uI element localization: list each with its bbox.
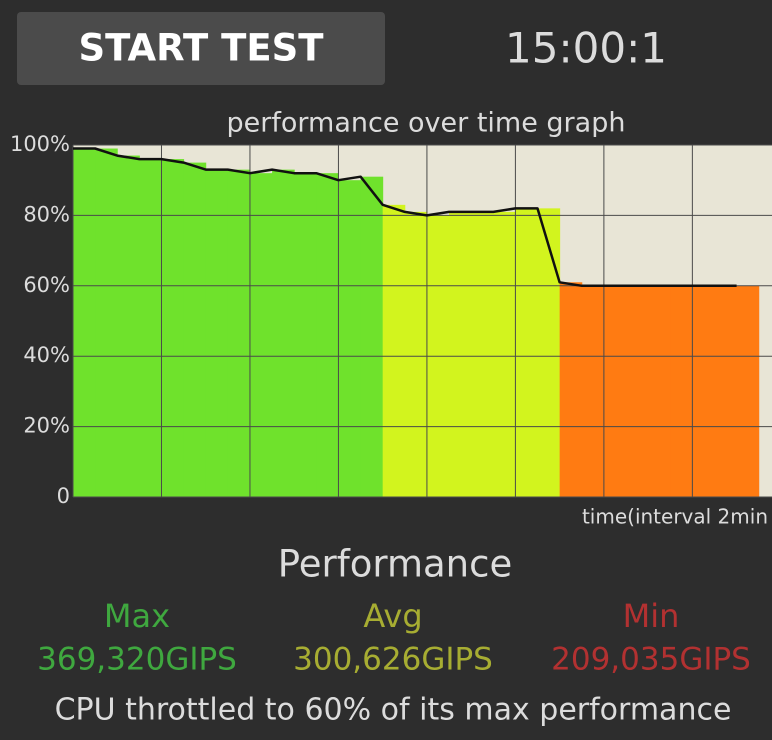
area-bar — [294, 173, 317, 497]
stat-label: Max — [104, 597, 170, 635]
area-bar — [95, 148, 118, 497]
area-bar — [648, 285, 671, 497]
area-bar — [117, 155, 140, 497]
area-bar — [471, 211, 494, 497]
button-label[interactable]: START TEST — [79, 27, 325, 70]
timer: 15:00:1 — [505, 24, 667, 73]
area-bar — [338, 180, 362, 497]
stat-value: 300,626GIPS — [293, 642, 493, 678]
area-bar — [316, 173, 339, 497]
start-button[interactable] — [17, 12, 385, 85]
area-bar — [272, 169, 295, 497]
message: CPU throttled to 60% of its max performa… — [55, 693, 732, 728]
line — [73, 147, 737, 288]
summary-title: Performance — [278, 543, 512, 586]
stat-value: 369,320GIPS — [37, 642, 237, 678]
stat-value: 209,035GIPS — [551, 642, 751, 678]
area-bar — [382, 204, 406, 497]
area-bar — [205, 169, 229, 497]
y-tick-label: 40% — [23, 343, 70, 367]
area-bar — [139, 159, 162, 497]
y-tick-label: 20% — [23, 414, 70, 438]
area-bar — [626, 285, 649, 497]
area-bar — [183, 162, 207, 497]
stat-label: Min — [623, 597, 680, 635]
y-tick-label: 100% — [10, 132, 70, 156]
area-bar — [670, 285, 693, 497]
area-bar — [559, 282, 583, 497]
area-bar — [404, 211, 428, 497]
area-bar — [73, 148, 96, 497]
chart-title: performance over time graph — [227, 108, 626, 139]
y-tick-label: 0 — [57, 484, 70, 508]
area-bar — [515, 208, 539, 498]
area-bar — [537, 208, 561, 498]
stat-label: Avg — [363, 597, 422, 635]
x-axis-label: time(interval 2min — [582, 505, 768, 529]
area-bar — [360, 176, 384, 497]
area-bar — [581, 285, 605, 497]
area-bar — [692, 285, 715, 497]
area-bar — [227, 169, 251, 497]
area-bar — [603, 285, 627, 497]
area-bar — [161, 159, 185, 497]
area-bar — [714, 285, 738, 497]
area-bar — [493, 211, 516, 497]
area-bar — [249, 173, 273, 497]
area-bar — [736, 285, 760, 497]
y-tick-label: 60% — [23, 273, 70, 297]
area-bar — [449, 211, 472, 497]
y-tick-label: 80% — [23, 202, 70, 226]
